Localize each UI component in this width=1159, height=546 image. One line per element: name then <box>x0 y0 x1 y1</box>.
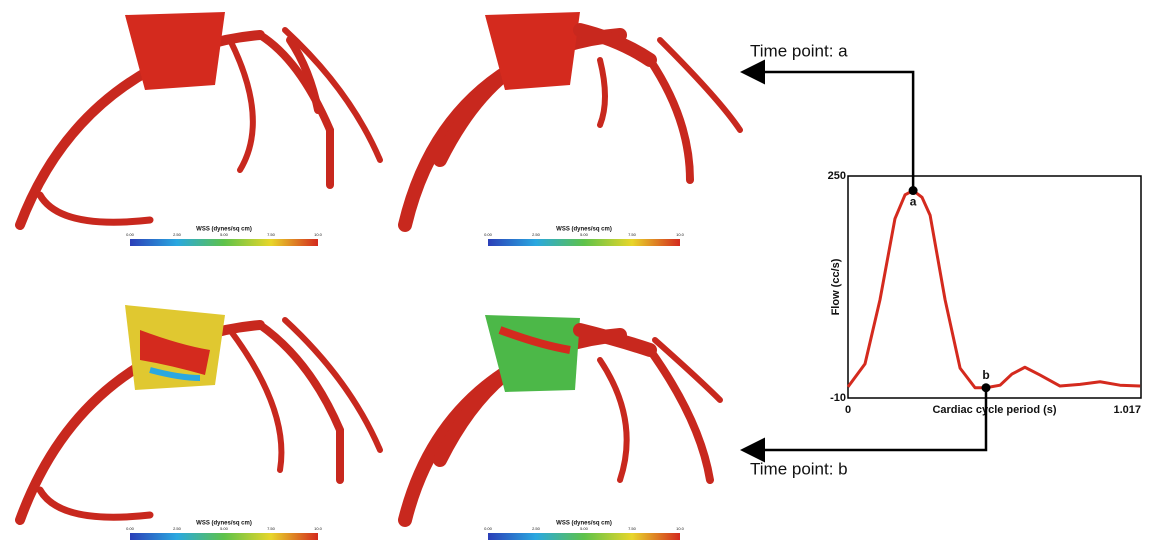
colorbar-tick-label: 7.50 <box>267 526 276 531</box>
colorbar-tick-label: 5.00 <box>220 526 229 531</box>
colorbar-tick-label: 2.50 <box>532 526 541 531</box>
colorbar-tick-label: 2.50 <box>532 232 541 237</box>
colorbar-tick-label: 10.0 <box>314 232 323 237</box>
y-axis-label: Flow (cc/s) <box>830 258 842 315</box>
colorbar-tick-label: 5.00 <box>220 232 229 237</box>
callout-label: Time point: a <box>750 41 848 60</box>
callout-arrow <box>745 388 986 450</box>
flow-line <box>848 191 1140 388</box>
time-point <box>982 383 991 392</box>
colorbar-tick-label: 7.50 <box>267 232 276 237</box>
colorbar-tick-label: 10.0 <box>676 232 685 237</box>
vessel-panel-bottom-right <box>405 315 720 520</box>
plot-frame <box>848 176 1141 398</box>
time-point <box>909 186 918 195</box>
x-tick-label: 0 <box>845 404 851 416</box>
x-axis-label: Cardiac cycle period (s) <box>932 404 1056 416</box>
colorbar-tick-label: 10.0 <box>314 526 323 531</box>
colorbar <box>488 533 680 540</box>
x-tick-label: 1.017 <box>1113 404 1141 416</box>
colorbar <box>130 533 318 540</box>
vessel-panel-top-left <box>20 12 380 225</box>
colorbar-tick-label: 0.00 <box>126 232 135 237</box>
time-point-label: b <box>982 368 989 382</box>
y-tick-label: -10 <box>830 392 846 404</box>
colorbar-tick-label: 7.50 <box>628 232 637 237</box>
colorbar-tick-label: 0.00 <box>484 526 493 531</box>
colorbar-tick-label: 0.00 <box>126 526 135 531</box>
figure: WSS (dynes/sq cm)0.002.505.007.5010.0WSS… <box>0 0 1159 546</box>
y-tick-label: 250 <box>828 170 846 182</box>
colorbar-tick-label: 10.0 <box>676 526 685 531</box>
colorbar-tick-label: 5.00 <box>580 526 589 531</box>
colorbar-tick-label: 0.00 <box>484 232 493 237</box>
vessel-panel-bottom-left <box>20 305 380 520</box>
colorbar-tick-label: 2.50 <box>173 526 182 531</box>
colorbar-tick-label: 7.50 <box>628 526 637 531</box>
callout-label: Time point: b <box>750 459 848 478</box>
colorbar <box>488 239 680 246</box>
time-point-label: a <box>910 195 917 209</box>
vessel-panel-top-right <box>405 12 740 225</box>
colorbar-tick-label: 5.00 <box>580 232 589 237</box>
colorbar <box>130 239 318 246</box>
colorbar-tick-label: 2.50 <box>173 232 182 237</box>
